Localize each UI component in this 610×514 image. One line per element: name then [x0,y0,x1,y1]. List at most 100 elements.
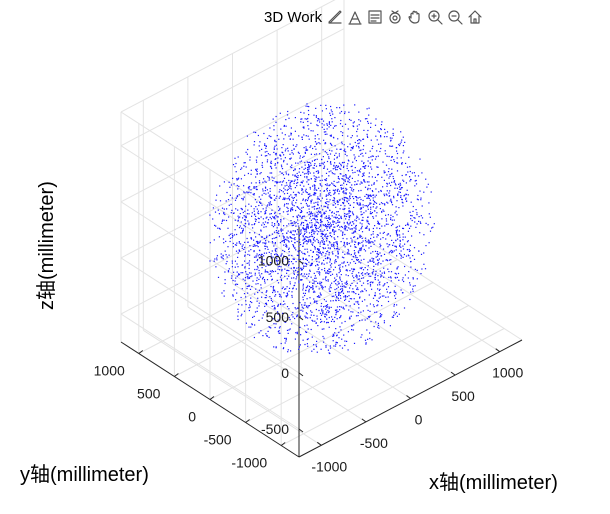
scatter-point [294,338,296,340]
scatter-point [352,288,354,290]
scatter-point [258,302,260,304]
scatter-point [252,193,254,195]
scatter-point [356,259,358,261]
scatter-point [393,314,395,316]
scatter-point [364,118,367,120]
scatter-point [321,162,323,164]
scatter-point [283,187,285,189]
scatter-point [356,135,358,137]
scatter-point [391,204,394,206]
scatter-point [295,195,297,197]
scatter-point [344,213,346,215]
scatter-point [247,292,249,294]
scatter-point [341,256,344,258]
scatter-point [343,190,345,192]
scatter-point [318,119,320,121]
scatter-point [300,267,302,269]
scatter-point [270,253,272,255]
scatter-point [342,237,344,240]
scatter-point [287,349,289,351]
scatter-point [248,250,250,252]
scatter-point [309,302,312,304]
scatter-point [323,190,325,192]
scatter-point [240,272,242,274]
scatter-point [310,162,312,164]
scatter-point [415,209,417,211]
scatter-point [250,326,252,328]
scatter-point [315,153,318,155]
scatter-point [372,194,374,196]
scatter-point [231,233,233,235]
scatter-point [235,244,238,246]
grid-line [120,140,345,259]
scatter-point [305,199,307,201]
scatter-point [296,267,298,269]
scatter-point [296,176,298,179]
scatter-point [392,134,394,136]
scatter-point [237,209,239,211]
scatter-point [298,280,300,282]
scatter-point [285,148,287,150]
scatter-point [260,254,262,256]
scatter-point [381,275,383,277]
pan-hand-icon[interactable] [406,7,424,27]
scatter-point [225,219,228,222]
scatter-point [318,309,320,312]
scatter-point [232,294,234,296]
scatter-point [370,281,372,283]
scatter-point [316,216,318,218]
scatter-point [318,295,320,297]
scatter-point [370,275,372,277]
scatter-point [286,114,289,116]
datatip-icon[interactable] [346,7,364,27]
scatter-point [282,198,284,200]
legend-icon[interactable] [366,7,384,27]
scatter-point [248,203,250,205]
scatter-point [309,172,311,174]
scatter-point [388,168,390,170]
scatter-point [260,257,262,260]
scatter-point [306,286,308,288]
scatter-point [329,286,331,288]
scatter-point [391,137,393,139]
scatter-point [387,214,389,216]
scatter-point [319,153,321,155]
grid-line [120,257,300,374]
home-icon[interactable] [466,7,484,27]
scatter-point [250,276,252,278]
scatter-point [283,161,285,163]
scatter-point [265,240,267,242]
scatter-point [346,229,348,231]
scatter-point [369,282,371,284]
scatter-point [314,275,316,277]
scatter-point [282,260,284,262]
brush-icon[interactable] [326,7,344,27]
scatter-point [272,271,275,273]
scatter-point [287,351,289,353]
scatter-point [396,255,398,257]
scatter-point [286,236,288,238]
scatter-point [298,225,300,227]
scatter-point [315,346,318,348]
zoom-out-icon[interactable] [446,7,464,27]
scatter-point [279,261,281,263]
scatter-point [390,200,393,202]
scatter-point [340,165,342,167]
scatter-point [384,153,387,155]
scatter-point [424,268,427,270]
scatter-point [329,242,331,244]
scatter-point [328,215,330,217]
scatter-point [359,320,361,322]
scatter-point [247,209,249,211]
scatter-point [333,232,335,234]
scatter-point [345,286,347,288]
rotate-3d-icon[interactable] [386,7,404,27]
scatter-point [337,165,339,167]
zoom-in-icon[interactable] [426,7,444,27]
scatter-point [242,198,244,200]
scatter-point [389,137,391,139]
scatter-point [239,216,241,218]
scatter-point [259,141,261,143]
scatter-point [332,333,334,335]
